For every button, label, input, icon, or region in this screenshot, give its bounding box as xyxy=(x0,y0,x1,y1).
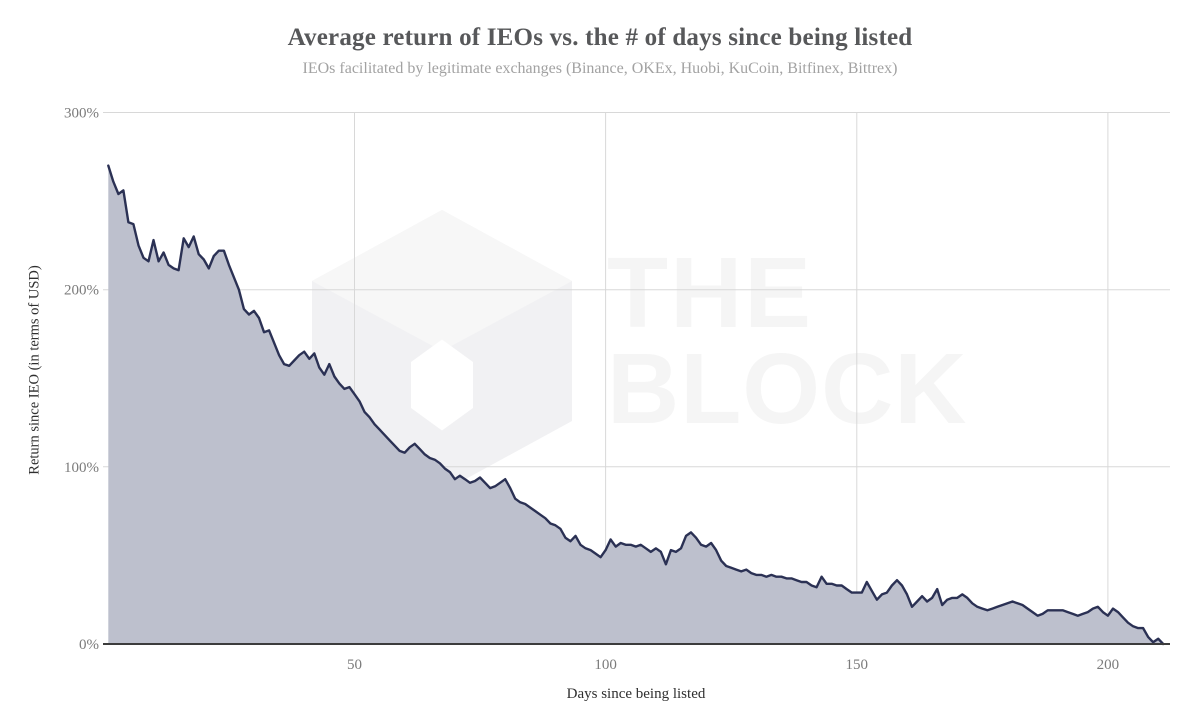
x-tick-label: 150 xyxy=(846,657,869,673)
x-tick-label: 200 xyxy=(1097,657,1120,673)
chart-title: Average return of IEOs vs. the # of days… xyxy=(287,24,913,51)
y-tick-label: 0% xyxy=(79,637,99,653)
return-line-path xyxy=(107,164,1165,646)
watermark-text-line1: THE xyxy=(607,237,813,349)
y-tick-label: 100% xyxy=(64,460,99,476)
watermark-text-line2: BLOCK xyxy=(607,333,968,445)
x-tick-label: 50 xyxy=(347,657,362,673)
chart-subtitle: IEOs facilitated by legitimate exchanges… xyxy=(302,60,898,77)
watermark-cube-top-face xyxy=(312,210,572,351)
x-axis-title: Days since being listed xyxy=(566,686,706,702)
watermark-cube-hole xyxy=(411,339,473,431)
y-tick-label: 300% xyxy=(64,106,99,122)
area-fill-path xyxy=(108,165,1164,644)
x-tick-label: 100 xyxy=(594,657,617,673)
y-tick-label: 200% xyxy=(64,283,99,299)
